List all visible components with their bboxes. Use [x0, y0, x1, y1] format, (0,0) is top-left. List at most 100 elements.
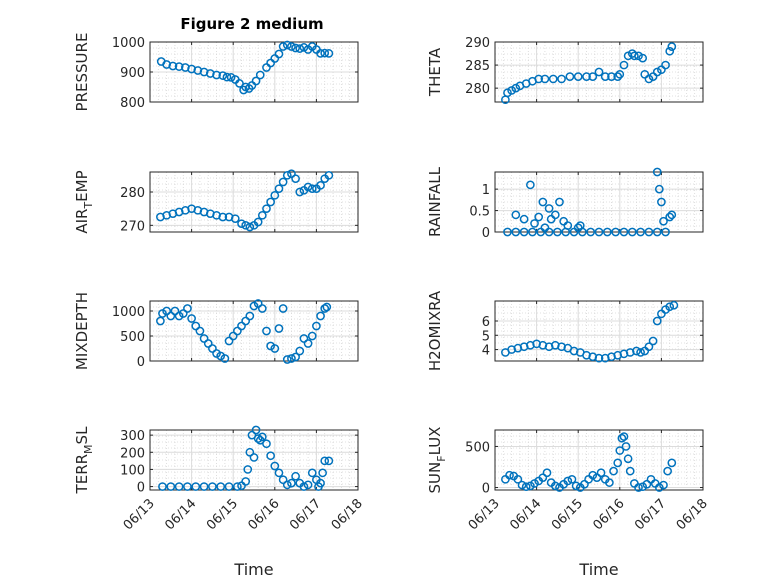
- data-point: [638, 53, 648, 63]
- data-point: [316, 478, 325, 488]
- y-tick-label: 4: [482, 344, 490, 359]
- data-point: [243, 465, 253, 474]
- data-point: [507, 86, 516, 95]
- x-tick-label: 06/14: [507, 496, 544, 533]
- y-axis-label: MIXDEPTH: [73, 292, 91, 370]
- data-point: [274, 324, 284, 333]
- data-point: [262, 326, 271, 336]
- data-point: [667, 458, 677, 468]
- data-point: [295, 346, 305, 356]
- data-point: [621, 442, 631, 451]
- data-point: [613, 458, 623, 468]
- data-point: [278, 304, 288, 313]
- data-point: [195, 326, 205, 336]
- data-point: [278, 475, 288, 485]
- data-point: [607, 72, 616, 81]
- subplot-theta: 280 285 290 THETA: [426, 36, 704, 105]
- data-point: [517, 480, 527, 490]
- data-point: [540, 74, 550, 84]
- data-point: [669, 300, 679, 310]
- data-point: [627, 227, 637, 237]
- data-point: [565, 72, 575, 81]
- data-point: [511, 83, 521, 93]
- data-point: [661, 60, 670, 70]
- data-point: [534, 212, 544, 222]
- data-point: [199, 334, 209, 343]
- data-point: [253, 217, 263, 227]
- data-point: [619, 432, 629, 441]
- data-point: [623, 51, 633, 61]
- data-point: [312, 321, 321, 331]
- data-point: [538, 197, 548, 207]
- data-point: [594, 227, 604, 237]
- data-point: [316, 180, 325, 190]
- data-point: [636, 348, 645, 357]
- data-point: [665, 212, 675, 222]
- axes-box: [149, 171, 359, 233]
- data-point: [573, 223, 583, 233]
- y-axis-label: RAINFALL: [426, 166, 444, 237]
- data-point: [594, 353, 604, 363]
- data-point: [170, 306, 180, 316]
- data-point: [615, 69, 625, 79]
- data-point: [324, 49, 334, 58]
- data-point: [530, 219, 539, 228]
- data-point: [582, 72, 591, 81]
- data-point: [594, 67, 604, 77]
- data-point: [216, 482, 226, 491]
- data-point: [324, 170, 334, 180]
- x-axis-label: Time: [578, 560, 618, 579]
- x-tick-label: 06/13: [466, 496, 503, 533]
- data-point: [274, 468, 284, 478]
- axes-box: [149, 300, 359, 362]
- data-point: [257, 432, 267, 442]
- data-point: [652, 227, 662, 237]
- data-point: [661, 227, 670, 237]
- x-tick-label: 06/15: [204, 496, 241, 533]
- data-point: [615, 446, 625, 455]
- data-point: [659, 480, 668, 490]
- subplot-air-temp: 270 280 AIRTEMP: [73, 169, 359, 234]
- data-point: [168, 61, 178, 71]
- data-point: [226, 73, 236, 82]
- data-point: [642, 479, 652, 489]
- x-tick-label: 06/14: [162, 496, 199, 533]
- data-point: [183, 482, 192, 491]
- data-point: [245, 222, 255, 232]
- data-point: [619, 60, 629, 70]
- y-tick-label: 5: [482, 329, 490, 344]
- y-tick-label: 800: [120, 96, 145, 111]
- data-point: [307, 468, 317, 478]
- x-axis-label: Time: [233, 560, 273, 579]
- y-tick-label: 1000: [112, 36, 145, 51]
- axes-box: [494, 171, 704, 233]
- data-point: [307, 184, 317, 194]
- y-tick-label: 0: [482, 482, 490, 497]
- y-tick-label: 500: [120, 330, 145, 345]
- data-point: [282, 40, 292, 50]
- y-tick-label: 6: [482, 315, 490, 330]
- data-point: [511, 210, 521, 220]
- data-point: [665, 46, 675, 56]
- data-point: [270, 461, 280, 471]
- data-point: [634, 51, 643, 61]
- y-tick-label: 270: [120, 219, 145, 234]
- y-tick-label: 0.5: [469, 205, 490, 220]
- subplot-h2omixra: 456 H2OMIXRA: [426, 290, 704, 371]
- data-point: [320, 456, 330, 466]
- data-point: [550, 481, 560, 491]
- data-point: [316, 49, 325, 58]
- data-point: [563, 476, 573, 486]
- data-point: [299, 43, 309, 52]
- data-point: [575, 221, 585, 230]
- y-tick-label: 285: [465, 59, 490, 74]
- data-point: [282, 170, 292, 180]
- data-point: [648, 336, 658, 346]
- data-point: [324, 456, 334, 466]
- data-point: [580, 479, 589, 489]
- data-point: [667, 210, 677, 220]
- data-point: [174, 482, 184, 491]
- data-point: [237, 219, 246, 229]
- data-point: [307, 331, 317, 341]
